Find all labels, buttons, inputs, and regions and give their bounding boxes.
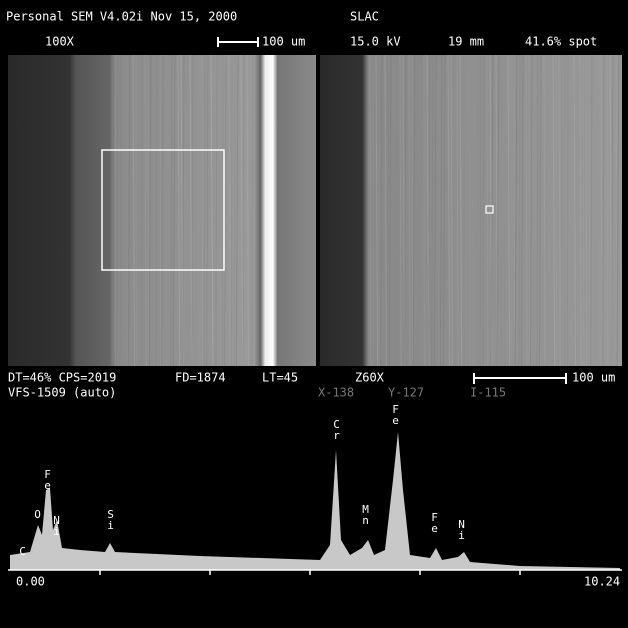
zoom: Z60X — [355, 371, 385, 385]
texture — [487, 55, 488, 366]
dt-cps: DT=46% CPS=2019 — [8, 371, 116, 385]
texture — [501, 55, 502, 366]
texture — [529, 55, 530, 366]
vfs: VFS-1509 (auto) — [8, 386, 116, 400]
texture — [417, 55, 418, 366]
peak-label: O — [31, 508, 44, 519]
texture — [561, 55, 562, 366]
peak-label: Fe — [389, 403, 402, 425]
sem-screen: Personal SEM V4.02i Nov 15, 2000 SLAC 10… — [0, 0, 628, 628]
scale: 100 um — [572, 371, 615, 385]
peak-label: Ni — [50, 514, 63, 536]
peak-label: Cr — [330, 418, 343, 440]
peak-label: C — [16, 545, 29, 556]
magnification: 100X — [45, 35, 75, 49]
scale: 100 um — [262, 35, 305, 49]
texture — [589, 55, 590, 366]
intensity: I-115 — [470, 386, 506, 400]
texture — [564, 55, 565, 366]
peak-label: Fe — [41, 468, 54, 490]
sem-image-right — [320, 55, 622, 366]
x-coord: X-138 — [318, 386, 354, 400]
peak-label: Fe — [428, 511, 441, 533]
texture — [556, 55, 557, 366]
texture — [514, 55, 515, 366]
axis-start: 0.00 — [16, 575, 45, 589]
working-distance: 19 mm — [448, 35, 484, 49]
texture — [222, 55, 223, 366]
texture — [148, 55, 149, 366]
texture — [234, 55, 235, 366]
fd: FD=1874 — [175, 371, 226, 385]
peak-label: Si — [104, 508, 117, 530]
voltage: 15.0 kV — [350, 35, 401, 49]
sem-image-left — [8, 55, 316, 366]
spot: 41.6% spot — [525, 35, 597, 49]
texture — [202, 55, 203, 366]
axis-end: 10.24 — [584, 575, 620, 589]
peak-label: Mn — [359, 503, 372, 525]
y-coord: Y-127 — [388, 386, 424, 400]
software: Personal SEM V4.02i Nov 15, 2000 — [6, 10, 237, 24]
texture — [160, 55, 161, 366]
peak-label: Ni — [455, 518, 468, 540]
texture — [231, 55, 232, 366]
lt: LT=45 — [262, 371, 298, 385]
site: SLAC — [350, 10, 379, 24]
